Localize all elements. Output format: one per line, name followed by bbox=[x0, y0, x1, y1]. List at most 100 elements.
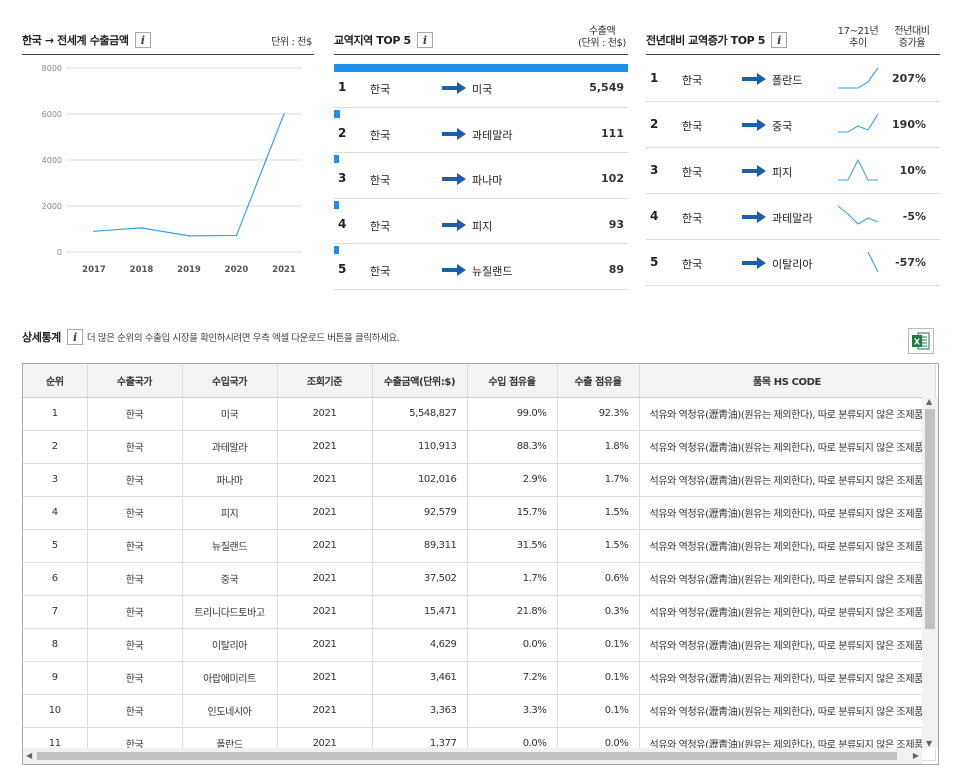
rank-number: 4 bbox=[338, 216, 347, 231]
top5-row[interactable]: 2 한국 과테말라 111 bbox=[334, 108, 628, 154]
row-divider bbox=[334, 243, 628, 245]
column-header[interactable]: 수출 점유율 bbox=[557, 364, 640, 398]
exporter-name: 한국 bbox=[682, 166, 703, 179]
arrow-right-icon bbox=[742, 257, 766, 269]
growth-row[interactable]: 4 한국 과테말라 -5% bbox=[646, 194, 940, 240]
value-bar bbox=[334, 155, 340, 164]
growth-rate: -5% bbox=[902, 210, 926, 223]
table-cell: 89,311 bbox=[372, 529, 468, 563]
column-header[interactable]: 품목 HS CODE bbox=[639, 364, 936, 398]
table-cell: 이탈리아 bbox=[182, 628, 278, 662]
table-cell: 4,629 bbox=[372, 628, 468, 662]
info-icon[interactable]: i bbox=[416, 32, 433, 48]
table-cell: 2 bbox=[23, 430, 88, 464]
y-tick-label: 6000 bbox=[42, 110, 62, 119]
title-underline bbox=[334, 54, 628, 55]
top5-row[interactable]: 5 한국 뉴질랜드 89 bbox=[334, 244, 628, 290]
table-cell: 인도네시아 bbox=[182, 694, 278, 728]
table-cell: 파나마 bbox=[182, 463, 278, 497]
table-cell: 2021 bbox=[277, 529, 373, 563]
table-cell: 한국 bbox=[87, 562, 183, 596]
table-row[interactable]: 3 한국 파나마 2021 102,016 2.9% 1.7% 석유와 역청유(瀝靑油)(원유… bbox=[23, 463, 936, 497]
growth-row[interactable]: 1 한국 폴란드 207% bbox=[646, 56, 940, 102]
growth-rate: 207% bbox=[892, 72, 926, 85]
scroll-right-icon[interactable]: ▶ bbox=[912, 751, 919, 760]
y-tick-label: 8000 bbox=[42, 64, 62, 73]
table-cell: 0.0% bbox=[467, 628, 558, 662]
growth-row[interactable]: 3 한국 피지 10% bbox=[646, 148, 940, 194]
table-cell: 110,913 bbox=[372, 430, 468, 464]
export-value: 5,549 bbox=[589, 81, 624, 94]
table-row[interactable]: 9 한국 아랍에미리트 2021 3,461 7.2% 0.1% 석유와 역청유(瀝靑油)(원… bbox=[23, 661, 936, 695]
row-divider bbox=[646, 193, 940, 194]
growth-row[interactable]: 2 한국 중국 190% bbox=[646, 102, 940, 148]
horizontal-scrollbar[interactable]: ◀ ▶ bbox=[23, 748, 922, 764]
export-value: 89 bbox=[608, 263, 624, 277]
top5-row[interactable]: 1 한국 미국 5,549 bbox=[334, 62, 628, 108]
table-row[interactable]: 4 한국 피지 2021 92,579 15.7% 1.5% 석유와 역청유(瀝靑油)(원유는… bbox=[23, 496, 936, 530]
table-row[interactable]: 7 한국 트리니다드토바고 2021 15,471 21.8% 0.3% 석유와 역청유(瀝靑… bbox=[23, 595, 936, 629]
sparkline-path bbox=[838, 158, 878, 181]
table-cell: 92.3% bbox=[557, 397, 640, 431]
column-header[interactable]: 수출금액(단위:$) bbox=[372, 364, 468, 398]
export-panel: 한국 → 전세계 수출금액 i 단위 : 천$ 0 2000 4000 6000 800… bbox=[22, 30, 314, 290]
table-cell: 1.5% bbox=[557, 496, 640, 530]
top5-row[interactable]: 3 한국 파나마 102 bbox=[334, 153, 628, 199]
excel-icon: X bbox=[912, 332, 930, 350]
growth-row[interactable]: 5 한국 이탈리아 -57% bbox=[646, 240, 940, 286]
arrow-right-icon bbox=[742, 165, 766, 177]
importer-name: 과테말라 bbox=[772, 212, 813, 225]
rank-number: 4 bbox=[650, 209, 659, 223]
arrow-right-icon bbox=[442, 127, 466, 140]
scroll-left-icon[interactable]: ◀ bbox=[26, 751, 33, 760]
info-icon[interactable]: i bbox=[134, 32, 151, 48]
sparkline-path bbox=[867, 251, 879, 273]
table-cell: 한국 bbox=[87, 397, 183, 431]
top5-value-header: 수출액 (단위 : 천$) bbox=[578, 26, 626, 49]
table-row[interactable]: 6 한국 중국 2021 37,502 1.7% 0.6% 석유와 역청유(瀝靑油)(원유는 … bbox=[23, 562, 936, 596]
data-point bbox=[283, 113, 285, 115]
scroll-up-icon[interactable]: ▲ bbox=[926, 397, 933, 406]
info-icon[interactable]: i bbox=[771, 32, 788, 48]
top5-title: 교역지역 TOP 5 bbox=[334, 34, 411, 47]
value-bar bbox=[334, 109, 340, 118]
table-cell: 2021 bbox=[277, 562, 373, 596]
horizontal-scroll-thumb[interactable] bbox=[37, 752, 897, 760]
x-tick-label: 2020 bbox=[225, 265, 249, 275]
info-icon[interactable]: i bbox=[66, 329, 83, 345]
sparkline-path bbox=[838, 67, 879, 89]
table-cell: 2.9% bbox=[467, 463, 558, 497]
table-row[interactable]: 1 한국 미국 2021 5,548,827 99.0% 92.3% 석유와 역청유(瀝靑油)… bbox=[23, 397, 936, 431]
table-cell: 2021 bbox=[277, 397, 373, 431]
exporter-name: 한국 bbox=[370, 219, 391, 233]
exporter-name: 한국 bbox=[370, 128, 391, 142]
export-unit-label: 단위 : 천$ bbox=[271, 37, 312, 48]
column-header[interactable]: 수입 점유율 bbox=[467, 364, 558, 398]
column-header[interactable]: 순위 bbox=[23, 364, 88, 398]
table-row[interactable]: 10 한국 인도네시아 2021 3,363 3.3% 0.1% 석유와 역청유(瀝靑油)(원… bbox=[23, 694, 936, 728]
excel-download-button[interactable]: X bbox=[908, 328, 934, 354]
table-cell: 한국 bbox=[87, 529, 183, 563]
column-header[interactable]: 조회기준 bbox=[277, 364, 373, 398]
trend-sparkline bbox=[838, 158, 878, 181]
export-value: 111 bbox=[601, 126, 624, 140]
table-row[interactable]: 5 한국 뉴질랜드 2021 89,311 31.5% 1.5% 석유와 역청유(瀝靑油)(원… bbox=[23, 529, 936, 563]
table-row[interactable]: 8 한국 이탈리아 2021 4,629 0.0% 0.1% 석유와 역청유(瀝靑油)(원유는… bbox=[23, 628, 936, 662]
growth-panel: 전년대비 교역증가 TOP 5 i 17~21년 추이 전년대비 증가율 1 한국… bbox=[646, 26, 940, 290]
table-cell: 0.1% bbox=[557, 694, 640, 728]
row-divider bbox=[646, 285, 940, 286]
column-header[interactable]: 수입국가 bbox=[182, 364, 278, 398]
detail-title-wrap: 상세통계 i 더 많은 순위의 수출입 시장을 확인하시려면 우측 엑셀 다운로… bbox=[22, 329, 400, 345]
column-header[interactable]: 수출국가 bbox=[87, 364, 183, 398]
vertical-scroll-thumb[interactable] bbox=[925, 409, 935, 629]
trend-sparkline bbox=[838, 113, 879, 133]
detail-description: 더 많은 순위의 수출입 시장을 확인하시려면 우측 엑셀 다운로드 버튼을 클… bbox=[86, 333, 400, 344]
table-row[interactable]: 2 한국 과테말라 2021 110,913 88.3% 1.8% 석유와 역청유(瀝靑油)(… bbox=[23, 430, 936, 464]
table-cell: 한국 bbox=[87, 661, 183, 695]
top5-row[interactable]: 4 한국 피지 93 bbox=[334, 199, 628, 245]
scroll-down-icon[interactable]: ▼ bbox=[926, 739, 933, 748]
arrow-right-icon bbox=[442, 264, 466, 277]
rank-number: 1 bbox=[338, 80, 347, 94]
vertical-scrollbar[interactable]: ▲ ▼ bbox=[922, 397, 938, 748]
table-cell: 9 bbox=[23, 661, 88, 695]
